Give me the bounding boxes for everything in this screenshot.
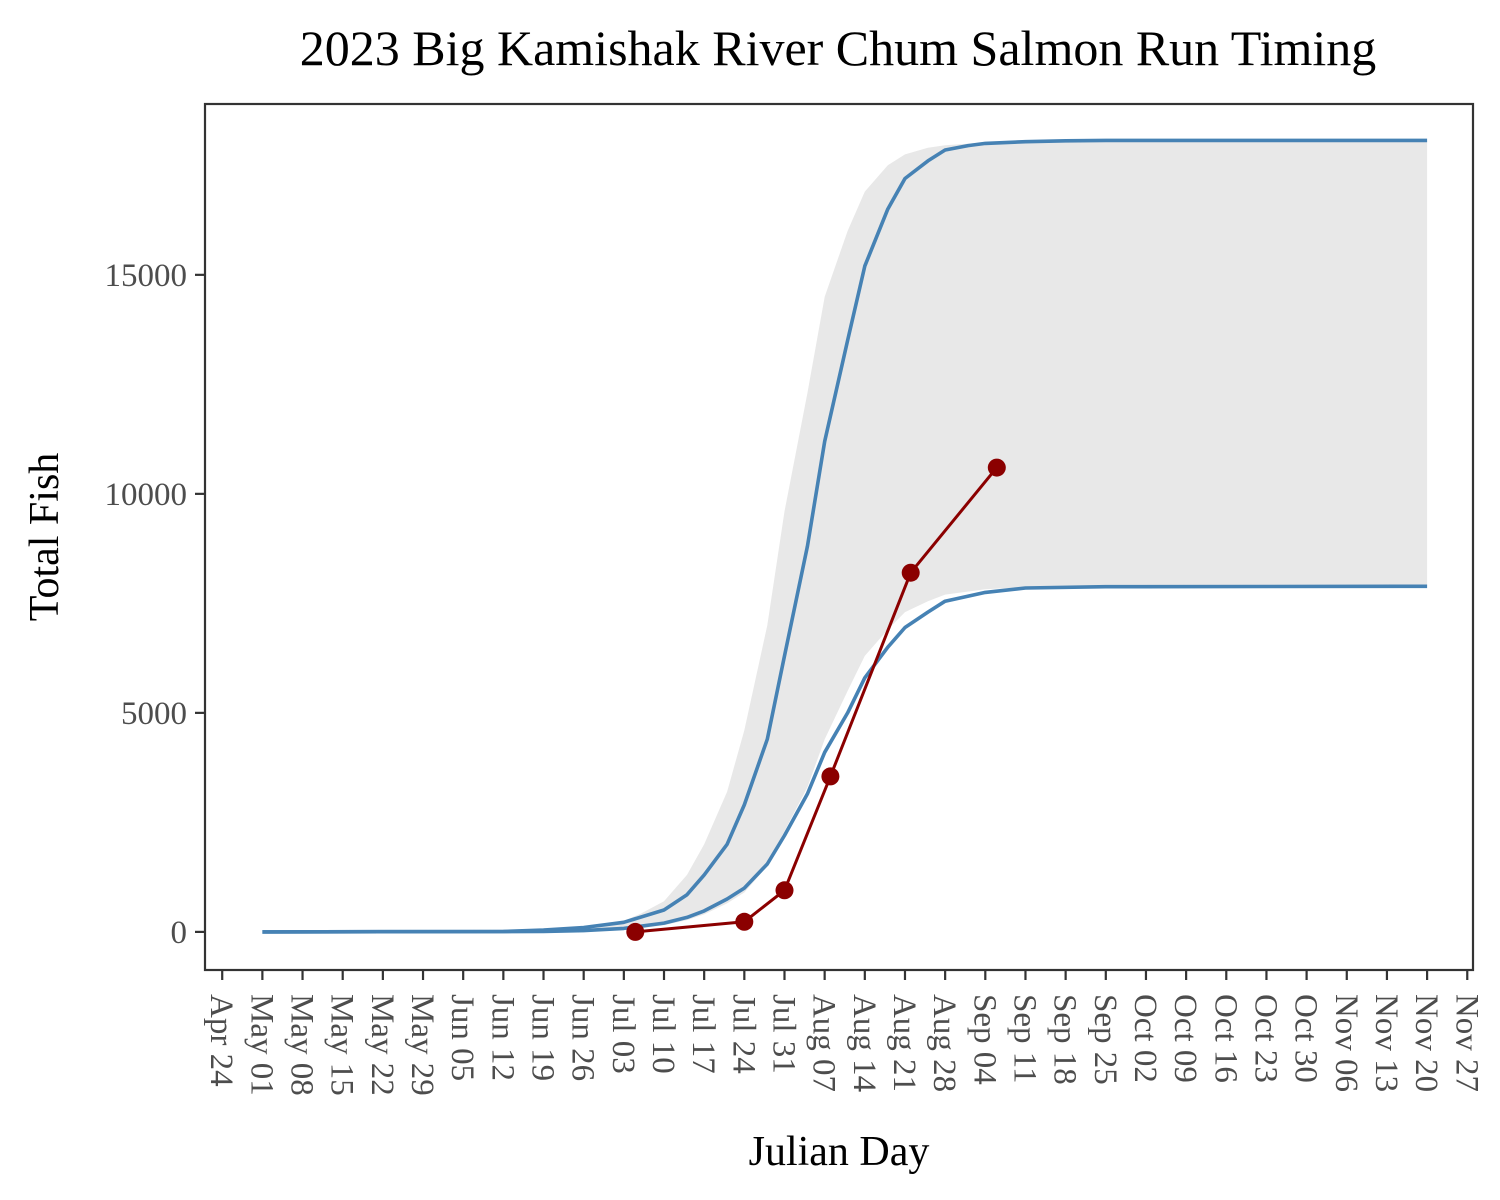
x-tick-label: Oct 23: [1247, 994, 1283, 1083]
x-tick-label: Jun 05: [444, 994, 480, 1081]
plot-area: [203, 102, 1475, 972]
x-tick-label: May 22: [364, 994, 400, 1096]
x-tick-label: Sep 18: [1047, 994, 1083, 1085]
y-tick-label: 15000: [105, 258, 188, 294]
x-tick-label: Oct 30: [1288, 994, 1324, 1083]
y-axis-title: Total Fish: [22, 453, 68, 622]
x-tick-label: May 29: [404, 994, 440, 1096]
x-tick-label: Jul 10: [645, 994, 681, 1074]
observed-series-line: [635, 466, 998, 934]
x-tick-label: Sep 04: [966, 994, 1002, 1085]
confidence-band: [262, 140, 1428, 932]
observed-point: [626, 922, 645, 941]
x-tick-label: Aug 21: [886, 994, 922, 1092]
x-axis-title: Julian Day: [749, 1129, 930, 1175]
x-tick-label: Nov 06: [1328, 994, 1364, 1092]
observed-point: [821, 767, 840, 786]
observed-point: [775, 881, 794, 900]
x-tick-label: Jul 24: [725, 994, 761, 1074]
series-group: [262, 138, 1428, 941]
plot-panel-border: [203, 102, 1475, 972]
y-tick-label: 5000: [121, 696, 187, 732]
x-tick-label: May 08: [284, 994, 320, 1096]
model-curve-2: [262, 584, 1428, 934]
x-tick-label: Jun 12: [484, 994, 520, 1081]
y-tick-label: 0: [171, 915, 188, 951]
x-tick-label: Oct 02: [1127, 994, 1163, 1083]
x-tick-label: Sep 25: [1087, 994, 1123, 1085]
observed-point: [987, 458, 1006, 477]
observed-point: [901, 563, 920, 582]
y-tick-label: 10000: [105, 477, 188, 513]
x-tick-label: Jul 31: [766, 994, 802, 1074]
x-tick-label: May 01: [243, 994, 279, 1096]
observed-point: [735, 912, 754, 931]
x-tick-label: Jul 17: [685, 994, 721, 1074]
model-curve-1: [262, 138, 1428, 934]
x-tick-label: Jun 26: [565, 994, 601, 1081]
x-tick-label: Apr 24: [203, 994, 239, 1087]
x-tick-label: Nov 27: [1448, 994, 1484, 1092]
x-tick-label: Aug 07: [806, 994, 842, 1092]
x-tick-label: Aug 28: [926, 994, 962, 1092]
x-tick-label: Nov 13: [1368, 994, 1404, 1092]
x-axis: Apr 24 May 01 May 08 May 15 May 22 May 29 Jun …: [203, 970, 1484, 1096]
x-tick-label: Aug 14: [846, 994, 882, 1092]
x-tick-label: Jul 03: [605, 994, 641, 1074]
x-tick-label: May 15: [324, 994, 360, 1096]
x-tick-label: Sep 11: [1007, 994, 1043, 1084]
y-axis: 0 5000 10000 15000: [105, 258, 205, 951]
x-tick-label: Oct 09: [1167, 994, 1203, 1083]
x-tick-label: Oct 16: [1207, 994, 1243, 1083]
x-tick-label: Nov 20: [1408, 994, 1444, 1092]
x-tick-label: Jun 19: [525, 994, 561, 1081]
chart-title: 2023 Big Kamishak River Chum Salmon Run …: [300, 20, 1377, 76]
